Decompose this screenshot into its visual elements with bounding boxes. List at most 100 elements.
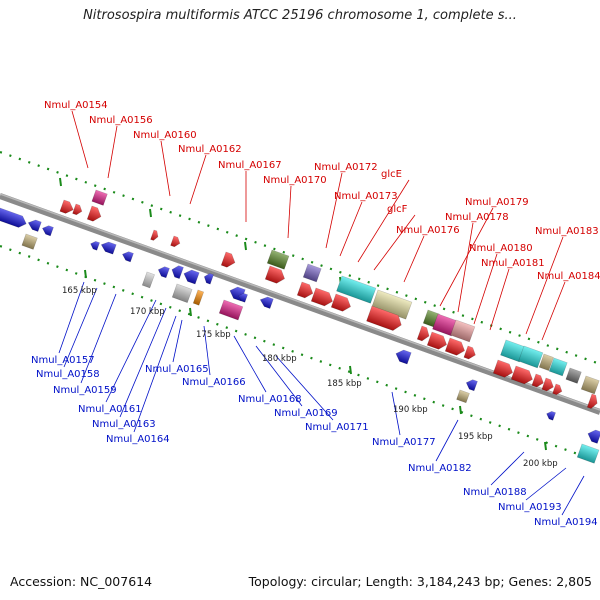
gene-feature-box — [171, 283, 193, 303]
reverse-gene-arrow — [203, 273, 214, 285]
forward-gene-arrow — [552, 383, 563, 396]
reverse-gene-arrow — [100, 241, 117, 255]
gene-feature-box — [91, 189, 108, 206]
forward-gene-label[interactable]: Nmul_A0170 — [263, 175, 327, 186]
tick-label-kbp: 175 kbp — [196, 330, 231, 340]
forward-gene-label[interactable]: glcE — [381, 169, 402, 180]
forward-gene-arrow — [541, 377, 554, 392]
gene-feature-box — [450, 319, 476, 343]
reverse-gene-arrow — [465, 379, 478, 392]
gene-feature-box — [518, 345, 544, 369]
major-tick — [84, 269, 87, 279]
reverse-label-leader — [203, 325, 211, 376]
tick-label-kbp: 185 kbp — [327, 379, 362, 389]
forward-label-leader — [541, 281, 566, 341]
reverse-label-leader — [172, 319, 183, 363]
reverse-gene-label[interactable]: Nmul_A0193 — [498, 502, 562, 513]
forward-gene-label[interactable]: Nmul_A0180 — [469, 243, 533, 254]
reverse-gene-label[interactable]: Nmul_A0194 — [534, 517, 598, 528]
forward-gene-label[interactable]: Nmul_A0172 — [314, 162, 378, 173]
forward-label-leader — [107, 125, 118, 179]
gene-feature-box — [302, 263, 322, 283]
reverse-label-leader — [105, 299, 157, 403]
forward-label-leader — [373, 214, 416, 271]
forward-gene-label[interactable]: Nmul_A0176 — [396, 225, 460, 236]
forward-gene-label[interactable]: Nmul_A0167 — [218, 160, 282, 171]
forward-gene-arrow — [296, 281, 314, 299]
gene-feature-box — [548, 357, 568, 377]
reverse-gene-label[interactable]: Nmul_A0166 — [182, 377, 246, 388]
forward-gene-label[interactable]: Nmul_A0173 — [334, 191, 398, 202]
reverse-label-leader — [119, 307, 167, 418]
tick-label-kbp: 165 kbp — [62, 286, 97, 296]
forward-gene-arrow — [444, 337, 465, 356]
reverse-label-leader — [490, 451, 525, 486]
reverse-gene-arrow — [238, 293, 248, 303]
reverse-gene-arrow — [183, 269, 200, 285]
reverse-gene-label[interactable]: Nmul_A0165 — [145, 364, 209, 375]
reverse-gene-label[interactable]: Nmul_A0163 — [92, 419, 156, 430]
forward-label-leader — [339, 201, 363, 257]
reverse-gene-arrow — [122, 251, 134, 263]
tick-label-kbp: 200 kbp — [523, 459, 558, 469]
label-leaders — [58, 110, 585, 516]
reverse-gene-label[interactable]: Nmul_A0157 — [31, 355, 95, 366]
forward-gene-label[interactable]: Nmul_A0179 — [465, 197, 529, 208]
gene-features — [0, 189, 600, 464]
forward-gene-arrow — [416, 325, 430, 342]
gene-feature-box — [141, 271, 155, 289]
forward-gene-label[interactable]: Nmul_A0160 — [133, 130, 197, 141]
major-tick — [544, 441, 547, 451]
reverse-label-leader — [525, 467, 567, 501]
forward-gene-label[interactable]: Nmul_A0184 — [537, 271, 600, 282]
gene-feature-box — [21, 233, 38, 250]
forward-gene-arrow — [264, 265, 285, 284]
reverse-gene-label[interactable]: Nmul_A0171 — [305, 422, 369, 433]
reverse-gene-arrow — [157, 266, 170, 279]
forward-gene-arrow — [531, 373, 544, 388]
reverse-gene-label[interactable]: Nmul_A0188 — [463, 487, 527, 498]
reverse-gene-label[interactable]: Nmul_A0168 — [238, 394, 302, 405]
gene-feature-box — [456, 389, 470, 404]
reverse-gene-label[interactable]: Nmul_A0182 — [408, 463, 472, 474]
forward-label-leader — [287, 185, 292, 239]
reverse-gene-label[interactable]: Nmul_A0169 — [274, 408, 338, 419]
reverse-gene-label[interactable]: Nmul_A0164 — [106, 434, 170, 445]
reverse-gene-arrow — [395, 349, 412, 365]
forward-gene-label[interactable]: Nmul_A0183 — [535, 226, 599, 237]
reverse-gene-label[interactable]: Nmul_A0158 — [36, 369, 100, 380]
major-tick — [59, 177, 62, 187]
major-tick — [149, 208, 152, 218]
forward-gene-arrow — [220, 251, 236, 268]
reverse-gene-label[interactable]: Nmul_A0159 — [53, 385, 117, 396]
gene-feature-box — [500, 339, 526, 363]
forward-gene-arrow — [310, 287, 333, 307]
forward-gene-label[interactable]: Nmul_A0154 — [44, 100, 108, 111]
forward-gene-label[interactable]: Nmul_A0181 — [481, 258, 545, 269]
forward-gene-arrow — [72, 203, 83, 216]
forward-gene-label[interactable]: Nmul_A0162 — [178, 144, 242, 155]
forward-gene-label[interactable]: glcF — [387, 204, 408, 215]
reverse-gene-label[interactable]: Nmul_A0177 — [372, 437, 436, 448]
gene-feature-box — [576, 443, 600, 464]
forward-gene-arrow — [150, 229, 159, 241]
reverse-label-leader — [233, 335, 267, 393]
forward-gene-arrow — [170, 235, 181, 248]
reverse-label-leader — [133, 315, 177, 433]
reverse-label-leader — [63, 287, 98, 368]
forward-gene-arrow — [463, 345, 476, 360]
reverse-gene-label[interactable]: Nmul_A0161 — [78, 404, 142, 415]
forward-gene-arrow — [510, 365, 533, 385]
map-title: Nitrosospira multiformis ATCC 25196 chro… — [83, 8, 517, 23]
forward-gene-label[interactable]: Nmul_A0178 — [445, 212, 509, 223]
forward-gene-arrow — [586, 393, 598, 409]
forward-label-leader — [160, 140, 171, 197]
major-tick — [349, 365, 352, 375]
forward-gene-arrow — [492, 359, 513, 378]
forward-gene-arrow — [0, 207, 27, 228]
forward-gene-label[interactable]: Nmul_A0156 — [89, 115, 153, 126]
reverse-label-leader — [435, 419, 459, 462]
forward-tick-track — [0, 150, 600, 366]
reverse-label-leader — [275, 355, 334, 421]
